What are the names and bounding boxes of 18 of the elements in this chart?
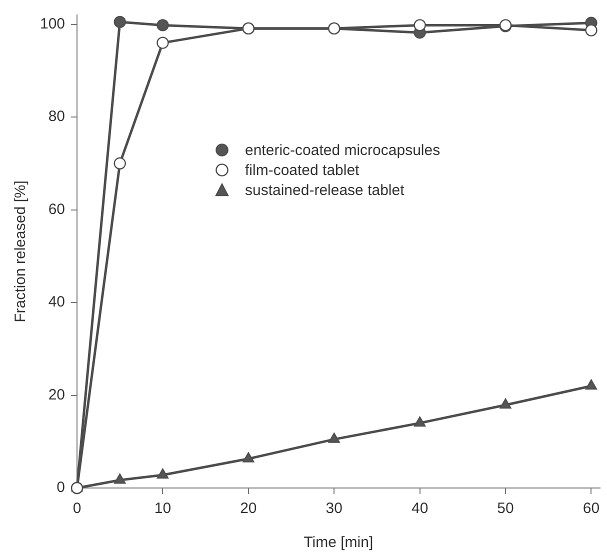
y-tick-label: 100 [40,15,66,32]
y-tick-label: 0 [56,479,66,496]
y-tick-label: 20 [48,386,66,404]
x-tick-label: 40 [411,500,428,518]
legend-label: enteric-coated microcapsules [245,142,440,158]
x-tick-label: 50 [497,500,514,518]
x-tick-label: 20 [240,500,257,518]
y-tick-label: 60 [48,200,66,218]
y-axis-title: Fraction released [%] [12,180,30,322]
x-tick-label: 60 [582,500,600,518]
legend-label: film-coated tablet [245,162,360,178]
legend-label: sustained-release tablet [245,182,404,198]
x-axis-title: Time [min] [304,534,374,552]
y-tick-label: 80 [48,108,66,126]
x-tick-label: 10 [154,500,172,518]
x-tick-label: 30 [326,500,342,518]
x-tick-label: 0 [72,500,82,518]
y-tick-label: 40 [48,294,66,311]
